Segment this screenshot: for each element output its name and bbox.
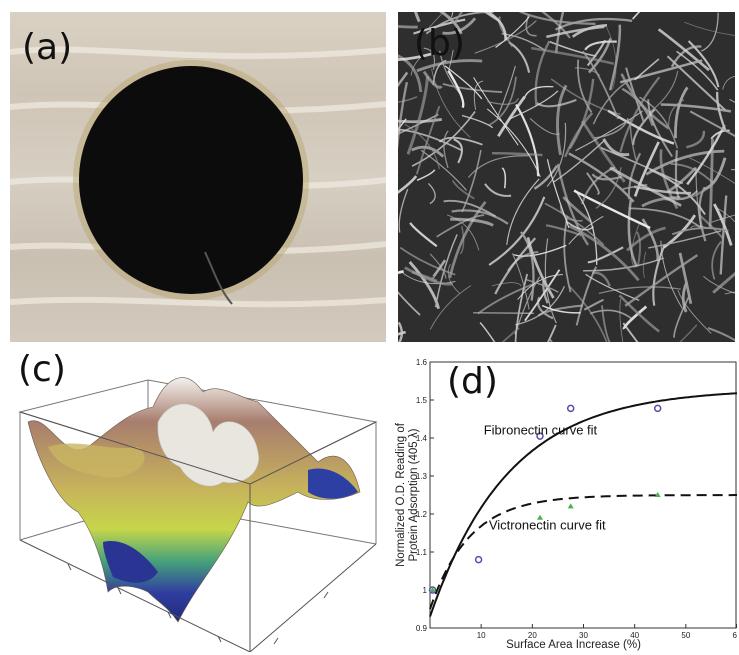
panel-c-surface-plot: (c) [8,352,386,652]
victronectin-point [654,492,661,497]
fibronectin-point [474,555,483,564]
victronectin-point [567,503,574,509]
y-tick-label: 1.1 [416,548,428,557]
fibronectin-curve-fit [429,392,737,617]
victronectin-point [429,587,436,592]
y-axis-label-line2: Protein Adsorption (405 λ) [408,428,420,561]
panel-label-a: (a) [22,27,73,68]
y-tick-label: 0.9 [416,624,428,633]
x-tick-label: 40 [630,631,639,640]
nanofiber-micrograph [398,12,735,342]
y-axis-label-line1: Normalized O.D. Reading of [395,422,407,567]
3d-surface [18,377,378,652]
victronectin-point [537,514,544,520]
fibronectin-annotation: Fibronectin curve fit [484,422,598,437]
panel-label-c: (c) [18,352,66,390]
panel-d-chart: 0.9 1 1.1 1.2 1.3 1.4 1.5 1.6 10 20 30 40 50 60 Fibro… [392,352,737,652]
y-tick-label: 1.6 [416,358,428,367]
victronectin-curve-fit [429,494,737,610]
x-tick-label: 20 [528,631,537,640]
x-tick-label: 30 [579,631,588,640]
substrate-photo [10,46,386,308]
panel-a-photo: (a) [10,12,386,342]
x-tick-label: 10 [477,631,486,640]
panel-label-d: (d) [447,361,498,402]
panel-b-sem-image: (b) [398,12,735,342]
y-tick-label: 1.5 [416,396,428,405]
panel-label-b: (b) [414,23,465,64]
protein-adsorption-chart: 0.9 1 1.1 1.2 1.3 1.4 1.5 1.6 10 20 30 40 50 60 Fibro… [395,358,737,651]
y-tick-label: 1.2 [416,510,428,519]
fibronectin-point [653,404,662,413]
fibronectin-point [566,404,575,413]
y-tick-label: 1.3 [416,472,428,481]
victronectin-annotation: Victronectin curve fit [489,517,606,532]
x-tick-label: 60 [733,631,737,640]
x-axis-label: Surface Area Increase (%) [506,639,641,651]
dark-circle [79,66,303,294]
x-tick-label: 50 [681,631,690,640]
y-tick-label: 1 [423,586,428,595]
fibronectin-point [536,432,544,440]
y-tick-label: 1.4 [416,434,428,443]
